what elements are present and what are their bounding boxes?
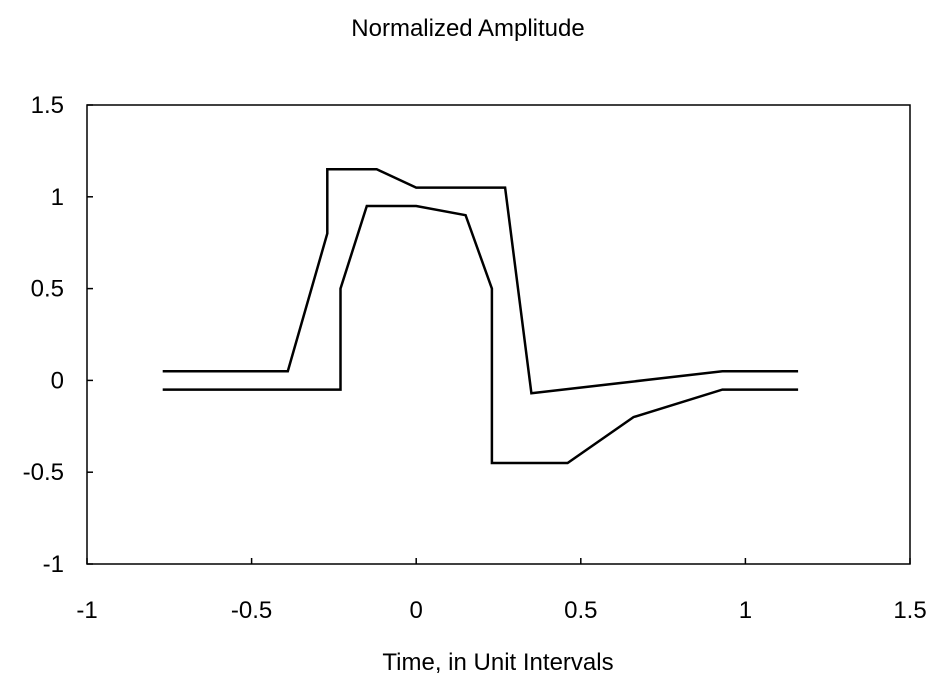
x-tick-label: 0 <box>410 597 423 624</box>
y-tick-label: 1.5 <box>31 92 64 119</box>
axis-ticks: -1 -0.5 0 0.5 1 1.5 -1 -0.5 0 0.5 1 1.5 <box>23 92 927 624</box>
plot-area-frame <box>86 104 911 565</box>
x-tick-label: -0.5 <box>231 597 272 624</box>
lower-limit-line <box>162 204 799 465</box>
x-tick-label: -1 <box>76 597 97 624</box>
y-tick-label: -0.5 <box>23 459 64 486</box>
upper-limit-line <box>162 168 799 395</box>
y-tick-label: 0 <box>51 367 64 394</box>
y-tick-label: -1 <box>43 551 64 578</box>
chart-title: Normalized Amplitude <box>351 15 584 42</box>
series-lines <box>162 168 799 465</box>
x-tick-label: 1.5 <box>893 597 926 624</box>
y-tick-label: 0.5 <box>31 276 64 303</box>
x-tick-label: 0.5 <box>564 597 597 624</box>
y-tick-label: 1 <box>51 184 64 211</box>
x-axis-label: Time, in Unit Intervals <box>382 649 613 676</box>
x-tick-label: 1 <box>739 597 752 624</box>
